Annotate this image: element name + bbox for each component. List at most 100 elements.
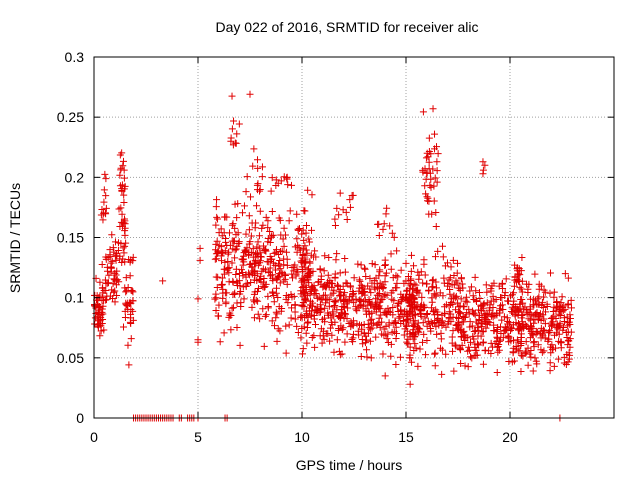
data-point — [272, 308, 280, 316]
data-point — [331, 221, 339, 229]
data-point — [328, 321, 336, 329]
data-point — [381, 291, 389, 299]
data-point — [248, 303, 256, 311]
data-point — [483, 320, 491, 328]
data-point — [233, 278, 241, 286]
data-point — [457, 360, 465, 368]
data-point — [320, 335, 328, 343]
data-point — [409, 328, 417, 336]
data-point — [272, 314, 280, 322]
data-point — [484, 310, 492, 318]
data-point — [348, 192, 356, 200]
data-point — [274, 293, 282, 301]
data-point — [284, 181, 292, 189]
data-point — [424, 194, 432, 202]
data-point — [213, 213, 221, 221]
data-point — [438, 346, 446, 354]
data-point — [412, 344, 420, 352]
data-point — [516, 271, 524, 279]
data-point — [405, 279, 413, 287]
data-point — [462, 297, 470, 305]
data-point — [487, 339, 495, 347]
x-tick-label: 10 — [294, 429, 310, 445]
data-point — [119, 157, 127, 165]
data-point — [100, 198, 108, 206]
data-point — [254, 297, 262, 305]
data-point — [337, 322, 345, 330]
data-point — [247, 232, 255, 240]
data-point — [260, 283, 268, 291]
data-point — [557, 344, 565, 352]
x-tick-label: 0 — [90, 429, 98, 445]
data-point — [122, 288, 130, 296]
data-point — [400, 331, 408, 339]
data-point — [459, 302, 467, 310]
data-point — [278, 247, 286, 255]
data-point — [423, 149, 431, 157]
data-point — [253, 249, 261, 257]
data-point — [422, 190, 430, 198]
data-point — [454, 259, 462, 267]
data-point — [368, 260, 376, 268]
data-point — [414, 323, 422, 331]
data-point — [215, 301, 223, 309]
data-point — [328, 331, 336, 339]
data-point — [283, 248, 291, 256]
data-point — [469, 292, 477, 300]
data-point — [274, 272, 282, 280]
data-point — [386, 308, 394, 316]
data-point — [452, 342, 460, 350]
data-point — [549, 318, 557, 326]
data-point — [450, 367, 458, 375]
data-point — [508, 358, 516, 366]
y-tick-label: 0.3 — [65, 49, 85, 65]
data-point — [504, 332, 512, 340]
data-point — [213, 237, 221, 245]
data-point — [346, 282, 354, 290]
data-point — [231, 254, 239, 262]
data-point — [416, 345, 424, 353]
data-point — [432, 278, 440, 286]
data-point — [493, 368, 501, 376]
data-point — [215, 229, 223, 237]
data-point — [253, 186, 261, 194]
data-point — [118, 222, 126, 230]
data-point — [230, 117, 238, 125]
data-point — [272, 176, 280, 184]
data-point — [428, 210, 436, 218]
data-point — [328, 280, 336, 288]
data-point — [534, 341, 542, 349]
data-point — [300, 303, 308, 311]
data-point — [475, 341, 483, 349]
data-point — [530, 339, 538, 347]
data-point — [387, 289, 395, 297]
data-point — [509, 301, 517, 309]
data-point — [539, 303, 547, 311]
data-point — [375, 314, 383, 322]
data-point — [376, 305, 384, 313]
data-point — [456, 345, 464, 353]
data-point — [523, 322, 531, 330]
data-point — [261, 245, 269, 253]
data-point — [248, 263, 256, 271]
y-axis-label: SRMTID / TECUs — [7, 183, 23, 293]
data-point — [377, 296, 385, 304]
data-point — [229, 220, 237, 228]
data-point — [431, 130, 439, 138]
data-point — [541, 288, 549, 296]
data-point — [391, 319, 399, 327]
data-point — [356, 277, 364, 285]
data-point — [479, 170, 487, 178]
data-point — [537, 334, 545, 342]
data-point — [264, 292, 272, 300]
data-point — [289, 274, 297, 282]
data-point — [519, 324, 527, 332]
data-point — [393, 247, 401, 255]
data-point — [396, 353, 404, 361]
data-point — [494, 323, 502, 331]
data-point — [358, 289, 366, 297]
data-point — [449, 256, 457, 264]
data-point — [298, 266, 306, 274]
data-point — [330, 298, 338, 306]
